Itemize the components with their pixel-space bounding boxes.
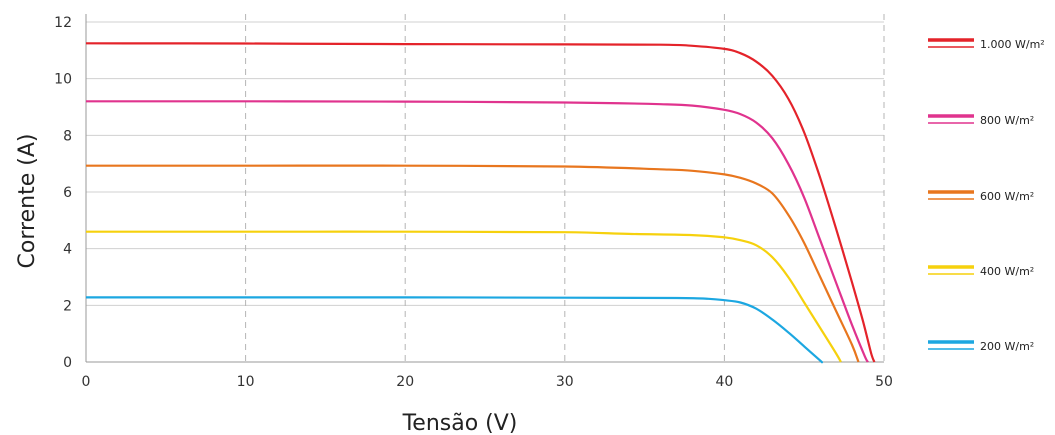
x-tick-label: 10: [237, 374, 255, 390]
y-tick-label: 4: [63, 242, 72, 258]
series-line-3: [86, 230, 842, 363]
x-axis-title: Tensão (V): [402, 411, 518, 435]
legend-label: 800 W/m²: [980, 114, 1034, 127]
legend-label: 1.000 W/m²: [980, 38, 1045, 51]
x-tick-label: 40: [715, 374, 733, 390]
legend: 1.000 W/m² 800 W/m² 600 W/m² 400 W/m² 200 W/…: [928, 38, 1045, 353]
y-axis-title: Corrente (A): [15, 134, 40, 269]
y-tick-label: 10: [54, 72, 72, 88]
legend-label: 400 W/m²: [980, 265, 1034, 278]
x-tick-label: 0: [82, 374, 91, 390]
x-tick-label: 20: [396, 374, 414, 390]
y-tick-label: 2: [63, 298, 72, 314]
y-tick-label: 8: [63, 128, 72, 144]
y-tick-label: 6: [63, 185, 72, 201]
y-tick-label: 0: [63, 355, 72, 371]
tick-labels: 0 2 4 6 8 10 12 0 10 20 30 40 50: [54, 15, 893, 390]
x-tick-label: 30: [556, 374, 574, 390]
series-line-2: [86, 164, 860, 363]
x-tick-label: 50: [875, 374, 893, 390]
series-line-4: [86, 296, 824, 364]
legend-label: 600 W/m²: [980, 190, 1034, 203]
grid: [85, 14, 885, 363]
series-lines: [85, 42, 876, 364]
series-line-0: [85, 42, 876, 363]
y-tick-label: 12: [54, 15, 72, 31]
legend-label: 200 W/m²: [980, 340, 1034, 353]
series-line-1: [86, 100, 869, 363]
